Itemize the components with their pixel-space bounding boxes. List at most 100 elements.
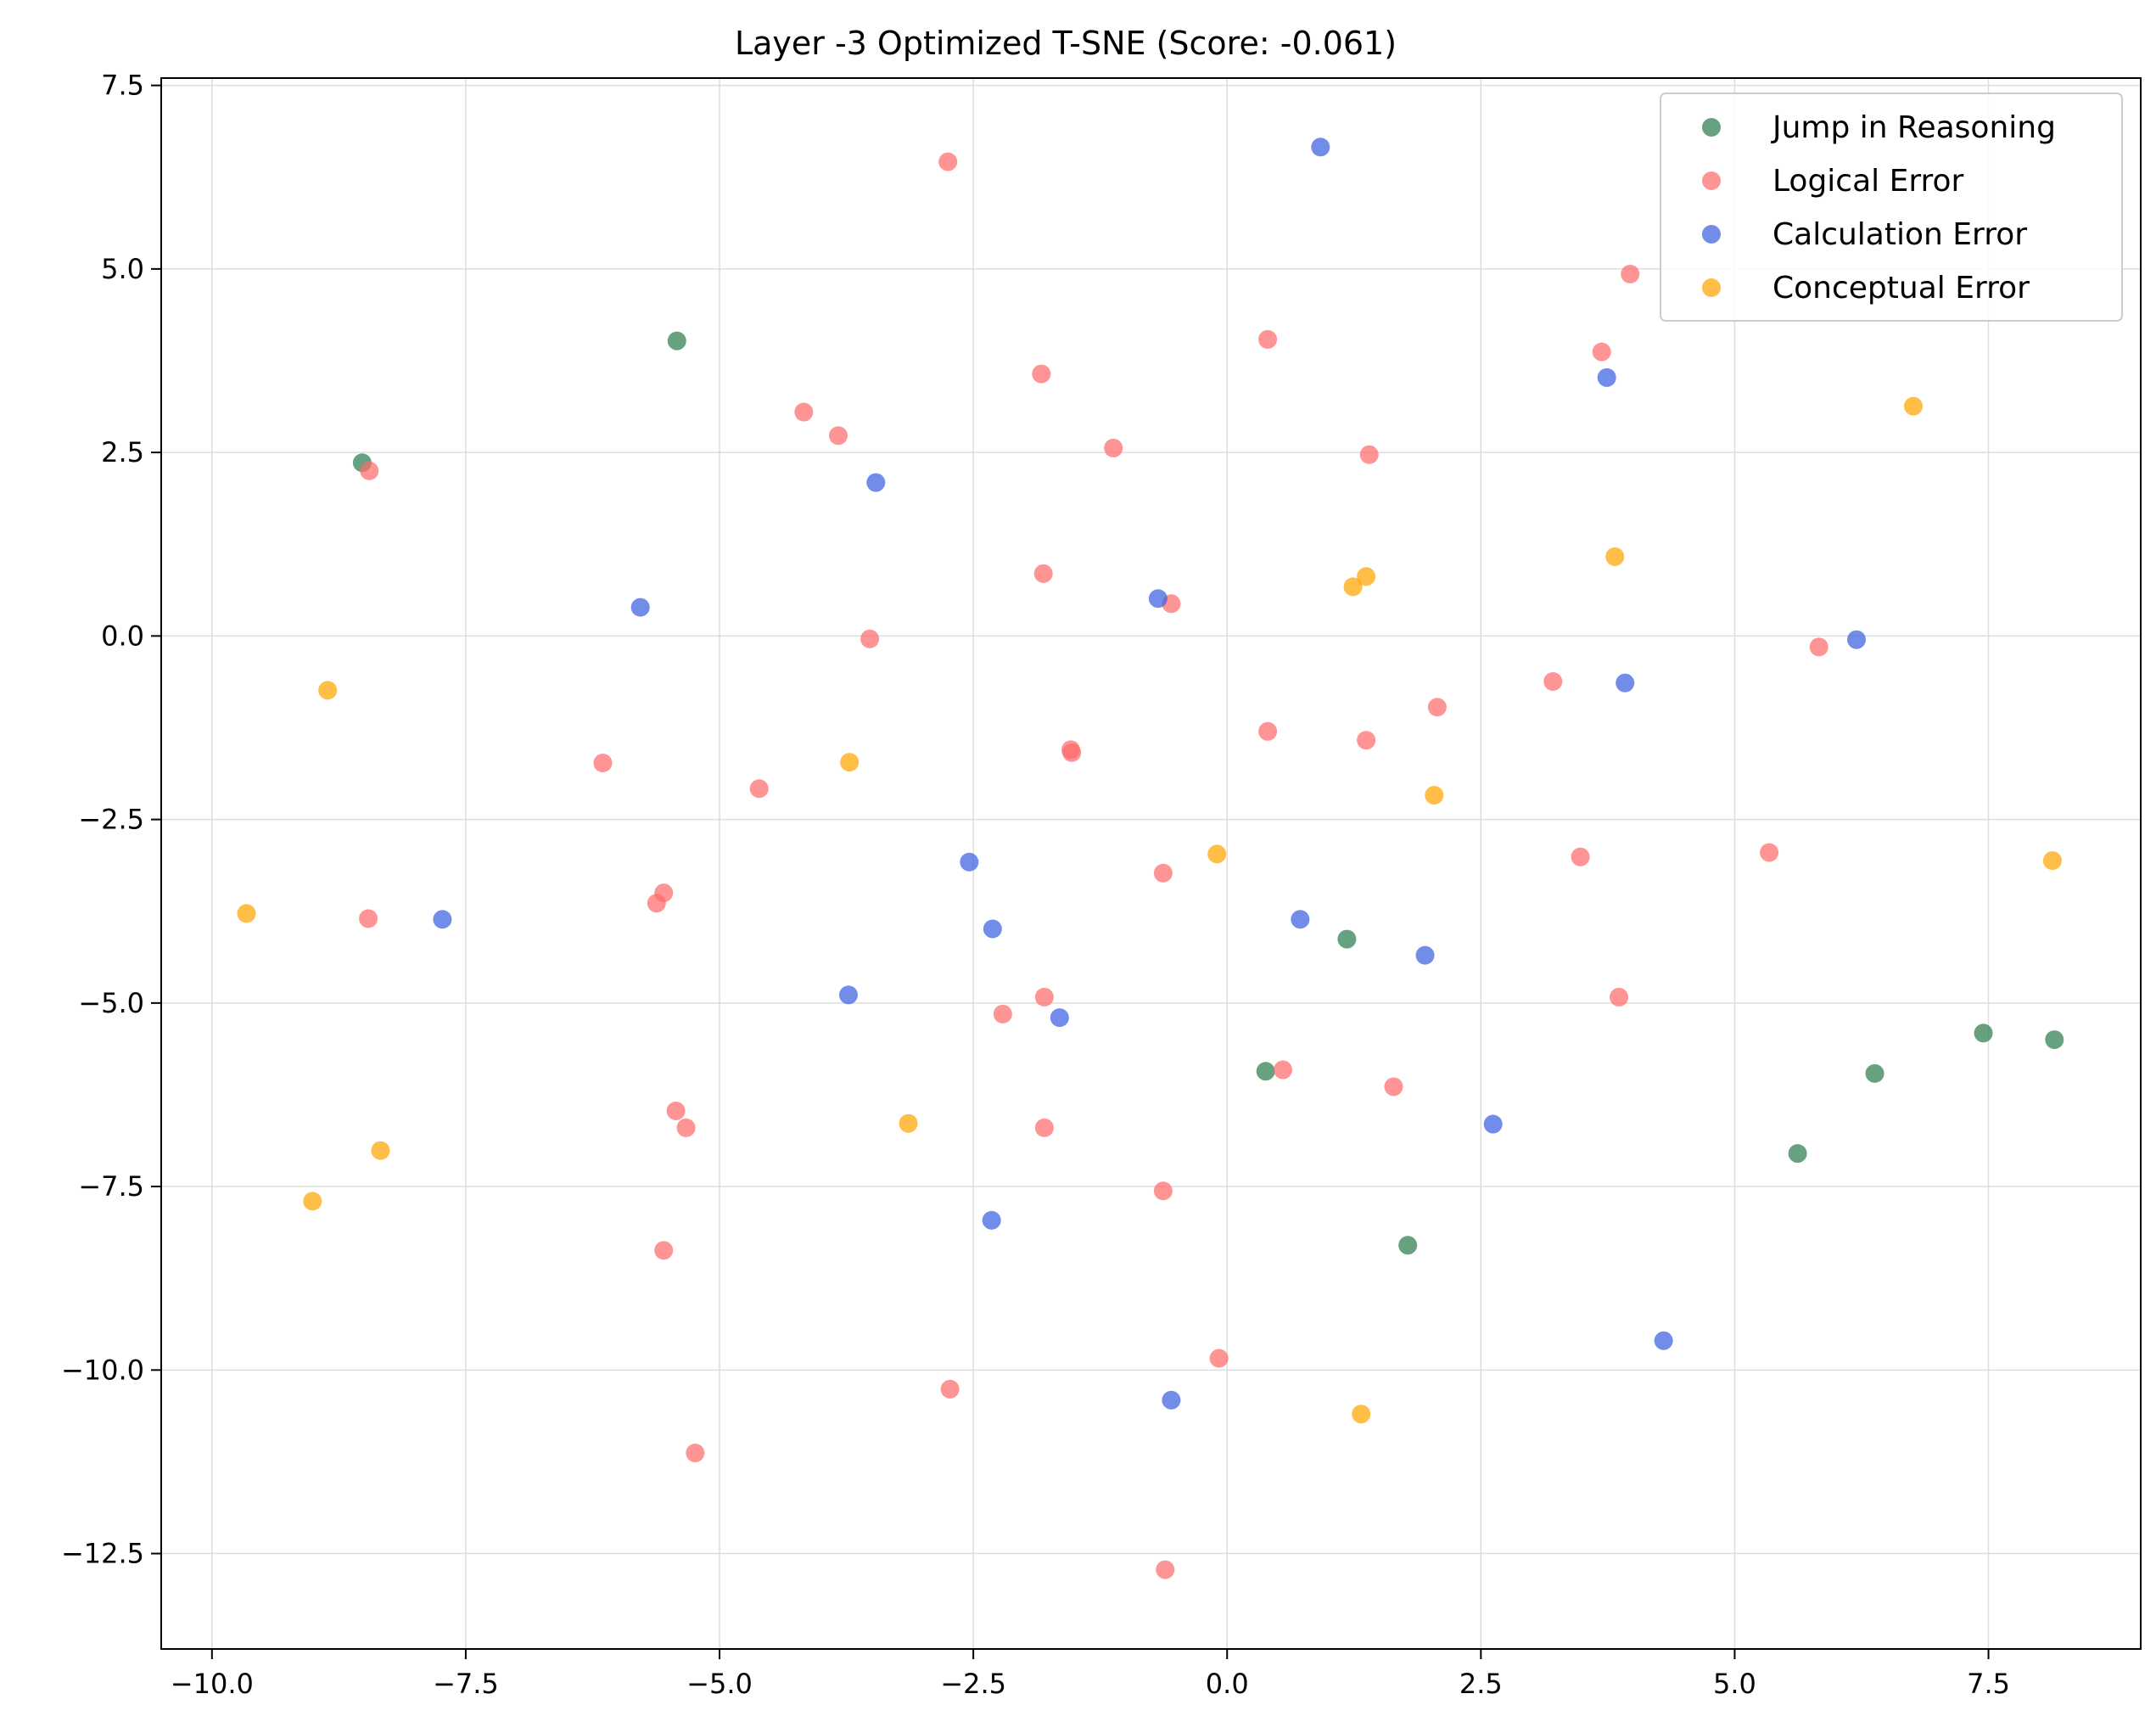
scatter-point [794, 402, 814, 422]
scatter-point [899, 1113, 918, 1133]
y-tick-label: 2.5 [101, 436, 144, 468]
legend-marker [1702, 225, 1721, 244]
scatter-point [359, 909, 378, 928]
y-tick-label: −2.5 [78, 804, 144, 836]
scatter-point [1153, 1181, 1173, 1201]
scatter-point [840, 753, 860, 772]
scatter-point [1788, 1144, 1807, 1164]
scatter-point [667, 331, 686, 351]
scatter-point [1258, 721, 1278, 741]
y-tick-label: −10.0 [61, 1354, 144, 1386]
scatter-point [371, 1141, 390, 1160]
legend-marker [1702, 171, 1721, 190]
scatter-point [1357, 731, 1376, 750]
scatter-point [1034, 987, 1054, 1007]
scatter-point [749, 779, 769, 799]
legend: Jump in Reasoning Logical Error Calculatio… [1660, 93, 2123, 322]
scatter-point [303, 1192, 322, 1211]
series-1 [359, 152, 1828, 1579]
scatter-point [1384, 1077, 1403, 1096]
x-tick-label: 2.5 [1459, 1668, 1503, 1700]
x-tick-label: −10.0 [171, 1668, 254, 1700]
scatter-point [1592, 342, 1611, 362]
scatter-point [1605, 547, 1625, 566]
scatter-point [1621, 264, 1640, 283]
axis-ticks: −10.0 −7.5 −5.0 −2.5 0.0 2.5 5.0 7.5 7.5 5.0 2.5 0.… [61, 70, 2010, 1700]
scatter-point [1256, 1062, 1275, 1081]
y-tick-label: −5.0 [78, 987, 144, 1019]
scatter-point [1337, 929, 1357, 949]
scatter-point [1104, 438, 1123, 457]
series-3 [237, 396, 2062, 1424]
scatter-point [360, 461, 379, 480]
scatter-point [1616, 673, 1635, 693]
scatter-point [1809, 637, 1828, 657]
scatter-point [1352, 1405, 1371, 1424]
legend-marker [1702, 118, 1721, 137]
y-tick-label: −7.5 [78, 1170, 144, 1203]
scatter-point [237, 904, 256, 923]
scatter-point [1571, 847, 1590, 866]
scatter-point [1062, 743, 1082, 762]
scatter-point [318, 681, 338, 700]
scatter-point [940, 1379, 960, 1399]
scatter-points [237, 137, 2064, 1579]
scatter-point [1398, 1236, 1418, 1255]
scatter-point [1865, 1063, 1884, 1083]
scatter-point [1543, 671, 1563, 691]
scatter-point [593, 754, 613, 773]
scatter-point [1291, 910, 1310, 929]
scatter-point [983, 919, 1002, 939]
scatter-point [1654, 1331, 1673, 1350]
scatter-point [1156, 1560, 1175, 1579]
scatter-point [1034, 1118, 1054, 1137]
scatter-point [866, 473, 886, 492]
x-tick-label: 0.0 [1206, 1668, 1249, 1700]
scatter-point [1357, 567, 1376, 586]
legend-label: Logical Error [1772, 164, 1964, 199]
scatter-point [1974, 1024, 1993, 1043]
x-tick-label: −5.0 [686, 1668, 753, 1700]
y-tick-label: 0.0 [101, 620, 144, 652]
scatter-point [1415, 945, 1435, 965]
y-tick-label: −12.5 [61, 1538, 144, 1570]
scatter-point [686, 1444, 705, 1463]
scatter-point [1610, 987, 1629, 1007]
scatter-point [2042, 851, 2062, 871]
scatter-point [1597, 367, 1616, 387]
series-0 [352, 331, 2064, 1255]
x-tick-label: 7.5 [1967, 1668, 2010, 1700]
scatter-point [1050, 1008, 1069, 1028]
scatter-point [982, 1210, 1001, 1230]
series-2 [433, 137, 1867, 1410]
scatter-point [676, 1118, 696, 1137]
legend-label: Conceptual Error [1772, 271, 2030, 306]
scatter-point [1760, 843, 1779, 862]
scatter-point [1427, 698, 1447, 717]
legend-marker [1702, 278, 1721, 297]
scatter-point [433, 910, 452, 929]
legend-label: Jump in Reasoning [1771, 110, 2056, 145]
scatter-point [1904, 396, 1924, 416]
scatter-point [654, 1241, 674, 1260]
x-tick-label: −7.5 [433, 1668, 499, 1700]
scatter-point [1847, 630, 1867, 649]
scatter-point [838, 985, 858, 1005]
y-tick-label: 5.0 [101, 253, 144, 285]
scatter-point [938, 152, 958, 171]
scatter-point [630, 597, 650, 617]
scatter-point [1258, 329, 1278, 349]
scatter-point [1343, 577, 1363, 597]
scatter-point [1153, 863, 1173, 883]
plot-frame [160, 77, 2142, 1650]
scatter-point [1209, 1349, 1229, 1368]
scatter-point [647, 894, 666, 913]
legend-box [1660, 93, 2123, 322]
scatter-point [666, 1101, 686, 1120]
scatter-point [1148, 589, 1168, 609]
chart-title: Layer -3 Optimized T-SNE (Score: -0.061) [735, 25, 1397, 62]
scatter-point [1483, 1114, 1503, 1134]
scatter-point [1162, 1390, 1181, 1410]
scatter-point [829, 426, 848, 446]
